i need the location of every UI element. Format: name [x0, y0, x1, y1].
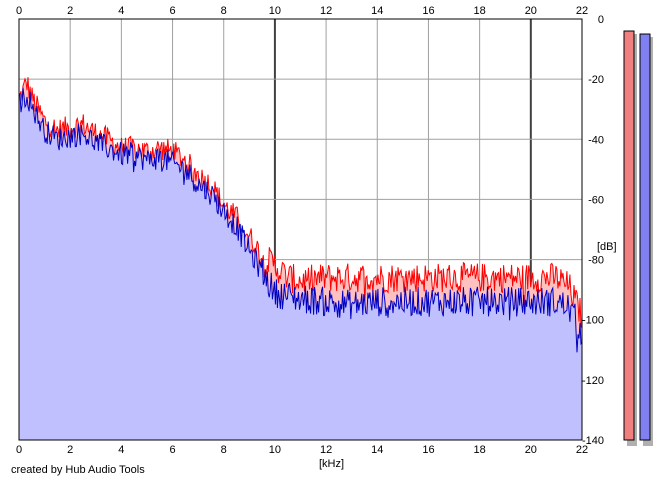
x-tick-label-bottom: 20 — [525, 444, 537, 456]
x-tick-label-top: 12 — [320, 5, 332, 17]
x-tick-label-top: 6 — [169, 5, 175, 17]
x-tick-label-top: 2 — [67, 5, 73, 17]
y-tick-label: -80 — [588, 255, 604, 267]
y-axis-label: [dB] — [597, 241, 617, 253]
x-tick-label-bottom: 18 — [474, 444, 486, 456]
level-meters — [623, 30, 653, 447]
x-tick-label-bottom: 8 — [221, 444, 227, 456]
x-tick-label-bottom: 12 — [320, 444, 332, 456]
x-tick-label-bottom: 6 — [169, 444, 175, 456]
x-tick-label-top: 8 — [221, 5, 227, 17]
x-tick-label-top: 22 — [576, 5, 588, 17]
footer-credit: created by Hub Audio Tools — [11, 464, 145, 476]
x-tick-label-top: 14 — [371, 5, 383, 17]
x-tick-label-bottom: 4 — [118, 444, 124, 456]
y-tick-label: 0 — [598, 14, 604, 26]
x-tick-label-top: 10 — [269, 5, 281, 17]
x-tick-label-bottom: 10 — [269, 444, 281, 456]
x-tick-label-bottom: 2 — [67, 444, 73, 456]
y-tick-label: -120 — [582, 375, 604, 387]
series-1-line — [18, 87, 583, 353]
x-tick-label-top: 18 — [474, 5, 486, 17]
y-tick-label: -140 — [582, 435, 604, 447]
x-tick-label-bottom: 14 — [371, 444, 383, 456]
x-tick-label-top: 20 — [525, 5, 537, 17]
plot-border — [18, 18, 583, 441]
series-group — [18, 77, 583, 440]
level-meter-bar — [623, 30, 635, 441]
series-1-area — [19, 87, 582, 440]
y-tick-label: -60 — [588, 194, 604, 206]
y-tick-labels: 0 -20 -40 -60 -80 -100 -120 -140 — [582, 14, 604, 447]
series-0-line — [18, 77, 583, 328]
level-meter-bar — [639, 33, 651, 441]
y-tick-label: -20 — [588, 74, 604, 86]
x-tick-label-top: 0 — [16, 5, 22, 17]
x-tick-label-bottom: 22 — [576, 444, 588, 456]
x-axis-label: [kHz] — [319, 458, 344, 470]
y-tick-label: -100 — [582, 315, 604, 327]
x-tick-label-top: 4 — [118, 5, 124, 17]
x-tick-label-bottom: 0 — [16, 444, 22, 456]
x-tick-label-bottom: 16 — [422, 444, 434, 456]
y-tick-label: -40 — [588, 134, 604, 146]
x-tick-label-top: 16 — [422, 5, 434, 17]
